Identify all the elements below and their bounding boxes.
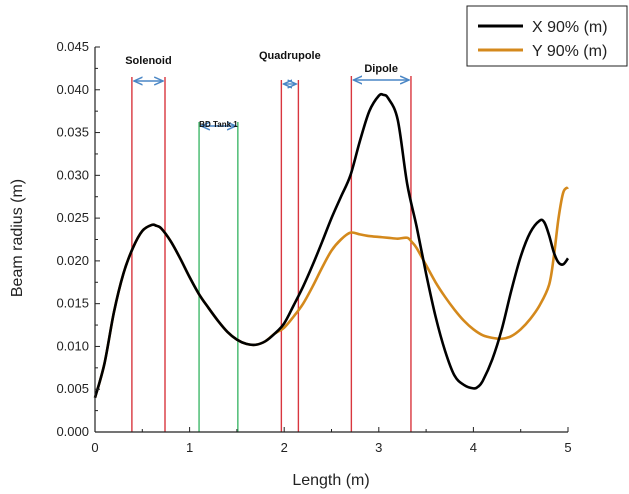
series-line-x (93, 92, 570, 399)
y-tick-label: 0.030 (56, 167, 89, 182)
y-tick-label: 0.040 (56, 82, 89, 97)
y-tick-label: 0.020 (56, 253, 89, 268)
data-series (93, 92, 570, 399)
x-axis-title: Length (m) (292, 472, 369, 489)
x-tick-label: 0 (91, 440, 98, 455)
y-tick-label: 0.045 (56, 39, 89, 54)
x-tick-label: 4 (470, 440, 477, 455)
region-label: BD Tank 1 (199, 120, 238, 129)
region-label: Solenoid (125, 55, 171, 67)
x-tick-label: 2 (281, 440, 288, 455)
legend-box (466, 5, 628, 67)
y-tick-label: 0.010 (56, 338, 89, 353)
x-tick-label: 3 (375, 440, 382, 455)
region-markers: Solenoid BD Tank 1 Quadrupole Dipole (125, 50, 412, 432)
y-tick-label: 0.005 (56, 381, 89, 396)
region-label: Quadrupole (259, 50, 321, 62)
plot-background (95, 47, 568, 432)
legend-label-y: Y 90% (m) (532, 43, 607, 60)
y-tick-label: 0.000 (56, 424, 89, 439)
x-tick-label: 1 (186, 440, 193, 455)
plot-area (95, 47, 568, 432)
y-tick-label: 0.025 (56, 210, 89, 225)
legend-label-x: X 90% (m) (532, 19, 608, 36)
y-axis-title: Beam radius (m) (9, 179, 26, 297)
x-tick-label: 5 (564, 440, 571, 455)
axes: 0.000 0.005 0.010 0.015 0.020 0.025 0.030 0.035… (56, 39, 571, 455)
y-tick-label: 0.035 (56, 125, 89, 140)
legend: X 90% (m) Y 90% (m) (466, 5, 628, 67)
y-tick-label: 0.015 (56, 296, 89, 311)
region-label: Dipole (364, 63, 398, 75)
